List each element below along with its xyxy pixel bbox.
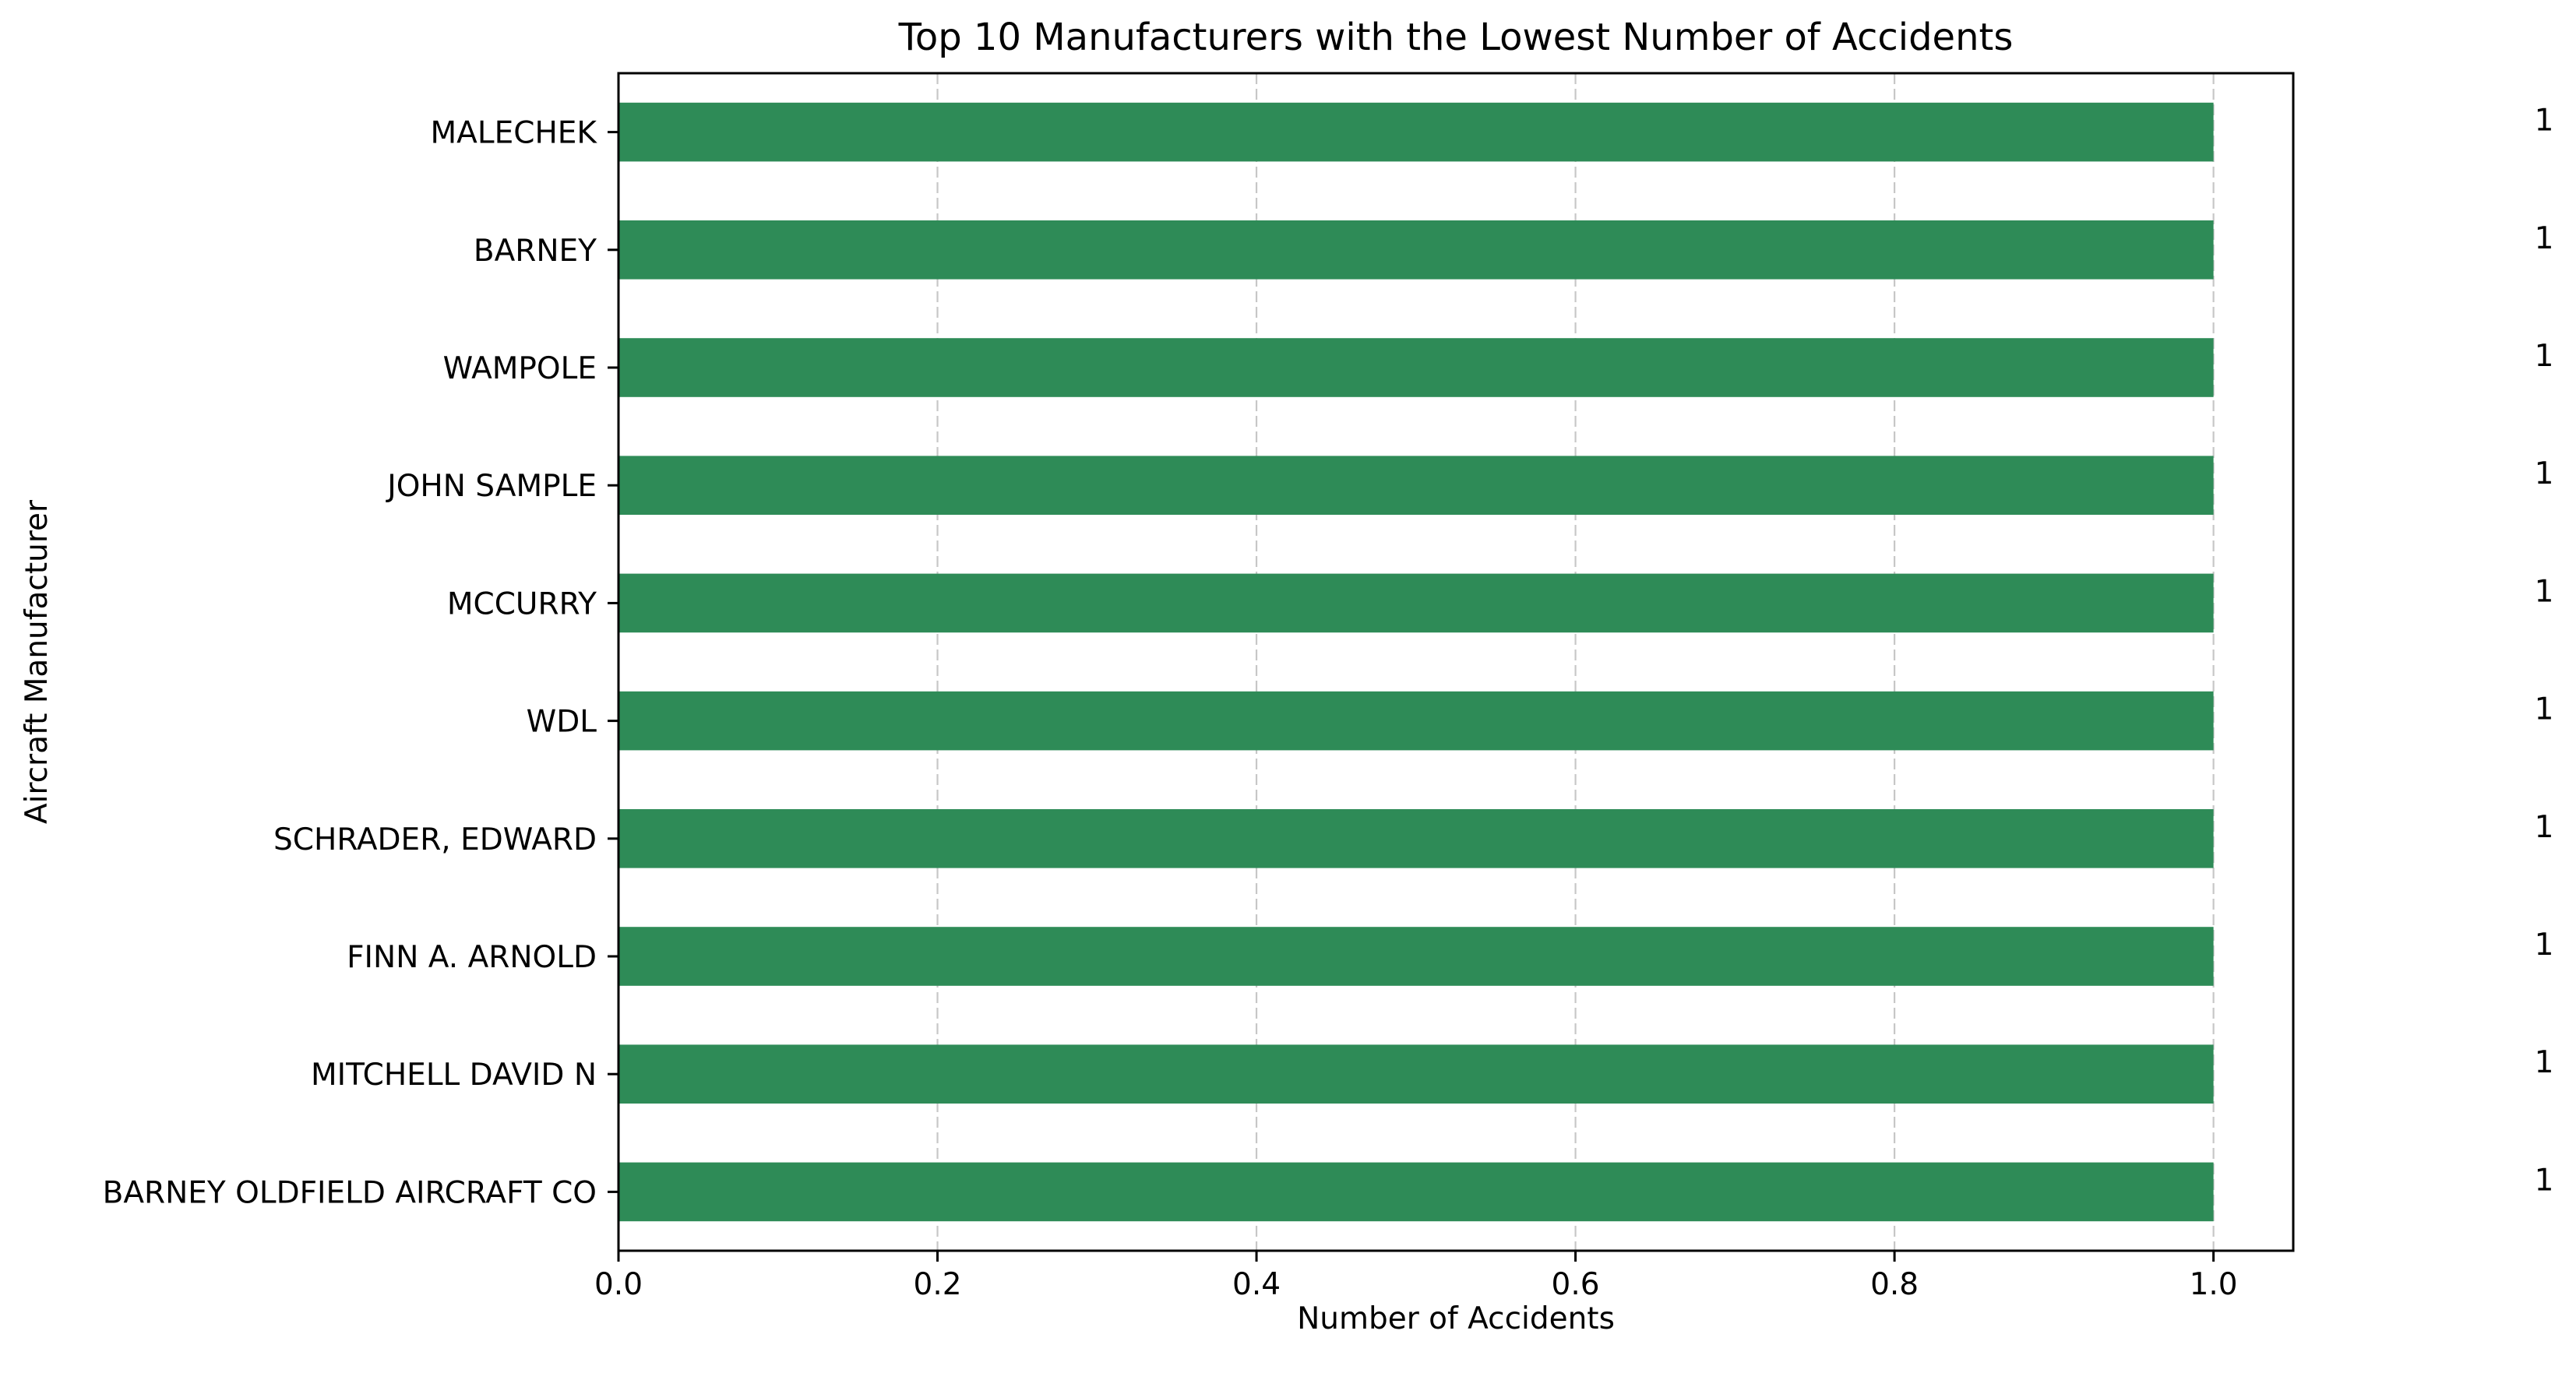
bar — [618, 338, 2214, 397]
data-label: 1 — [2535, 456, 2554, 491]
x-tick-label: 0.0 — [594, 1267, 643, 1302]
data-label: 1 — [2535, 692, 2554, 727]
x-tick-label: 1.0 — [2190, 1267, 2238, 1302]
bars-layer — [618, 102, 2214, 1222]
y-tick-label: WAMPOLE — [443, 351, 597, 386]
y-tick-label: BARNEY OLDFIELD AIRCRAFT CO — [103, 1175, 597, 1210]
bar — [618, 1044, 2214, 1104]
y-tick-label: WDL — [527, 705, 597, 740]
y-tick-label: MCCURRY — [447, 586, 597, 621]
bar — [618, 809, 2214, 868]
data-label: 1 — [2535, 339, 2554, 374]
plot-frame — [617, 72, 2295, 1252]
data-label: 1 — [2535, 1045, 2554, 1080]
y-tick-label: MALECHEK — [431, 116, 598, 151]
x-tick-label: 0.8 — [1870, 1267, 1919, 1302]
data-label: 1 — [2535, 928, 2554, 963]
bar — [618, 1162, 2214, 1222]
bar — [618, 456, 2214, 515]
x-tick-label: 0.6 — [1552, 1267, 1600, 1302]
ticks-layer — [608, 131, 2215, 1262]
data-label: 1 — [2535, 1163, 2554, 1198]
y-tick-label: JOHN SAMPLE — [385, 469, 597, 504]
bar — [618, 573, 2214, 633]
x-tick-label: 0.2 — [914, 1267, 962, 1302]
bar — [618, 102, 2214, 162]
y-tick-label: FINN A. ARNOLD — [347, 940, 597, 975]
y-axis-label: Aircraft Manufacturer — [19, 499, 55, 824]
x-axis-label: Number of Accidents — [1297, 1301, 1615, 1336]
data-label: 1 — [2535, 810, 2554, 845]
bar — [618, 220, 2214, 280]
y-tick-label: SCHRADER, EDWARD — [273, 822, 597, 857]
x-tick-label: 0.4 — [1232, 1267, 1281, 1302]
bar — [618, 691, 2214, 751]
data-label: 1 — [2535, 104, 2554, 139]
labels-layer: 0.0 0.2 0.4 0.6 0.8 1.0 MALECHEK 1 BARNEY 1 WAMPOL… — [103, 104, 2554, 1302]
y-tick-label: BARNEY — [474, 234, 597, 269]
chart-title: Top 10 Manufacturers with the Lowest Num… — [898, 16, 2014, 59]
data-label: 1 — [2535, 574, 2554, 609]
data-label: 1 — [2535, 221, 2554, 256]
y-tick-label: MITCHELL DAVID N — [311, 1058, 597, 1093]
bar — [618, 927, 2214, 986]
